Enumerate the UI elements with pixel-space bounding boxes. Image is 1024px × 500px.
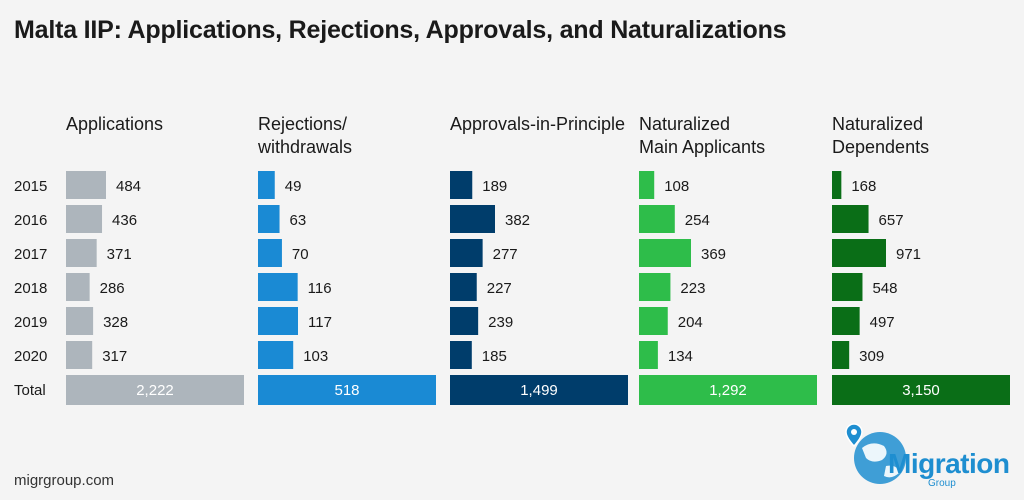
bar	[639, 273, 671, 301]
bar-value-label: 239	[488, 314, 513, 331]
series-header: Applications	[66, 114, 163, 134]
bar-value-label: 117	[308, 314, 332, 331]
bar	[258, 239, 282, 267]
logo-subtitle: Group	[928, 478, 956, 489]
bar	[450, 205, 495, 233]
bar-value-label: 309	[859, 348, 884, 365]
bar	[450, 341, 472, 369]
bar-value-label: 189	[482, 178, 507, 195]
bar	[639, 239, 691, 267]
bar	[450, 307, 479, 335]
bar-value-label: 70	[292, 246, 309, 263]
bar	[450, 273, 477, 301]
bar	[66, 205, 103, 233]
bar	[832, 171, 842, 199]
total-bar	[258, 375, 436, 405]
bar-value-label: 185	[482, 348, 507, 365]
bar	[639, 171, 655, 199]
total-value-label: 518	[334, 382, 359, 399]
series-header: Dependents	[832, 137, 929, 157]
year-label: 2015	[14, 178, 47, 195]
total-bar	[832, 375, 1010, 405]
total-row-label: Total	[14, 382, 46, 399]
bar	[66, 341, 93, 369]
series-header: Main Applicants	[639, 137, 765, 157]
total-value-label: 1,499	[520, 382, 558, 399]
bar-value-label: 103	[303, 348, 328, 365]
bar-value-label: 484	[116, 178, 141, 195]
total-bar	[66, 375, 244, 405]
total-value-label: 3,150	[902, 382, 940, 399]
bar-value-label: 436	[112, 212, 137, 229]
bar-value-label: 371	[107, 246, 132, 263]
bar-value-label: 657	[879, 212, 904, 229]
bar	[832, 341, 850, 369]
total-bar	[450, 375, 628, 405]
bar-value-label: 223	[680, 280, 705, 297]
series-header: Approvals-in-Principle	[450, 114, 625, 134]
bar	[66, 171, 106, 199]
bar-value-label: 168	[851, 178, 876, 195]
bar-value-label: 286	[100, 280, 125, 297]
chart-title: Malta IIP: Applications, Rejections, App…	[14, 16, 787, 44]
bar-value-label: 254	[685, 212, 710, 229]
year-label: 2018	[14, 280, 47, 297]
bar-value-label: 369	[701, 246, 726, 263]
bar	[450, 239, 483, 267]
bar	[258, 307, 298, 335]
bar	[66, 239, 97, 267]
bar	[258, 171, 275, 199]
bar-value-label: 227	[487, 280, 512, 297]
bar	[258, 205, 280, 233]
bar-value-label: 116	[308, 280, 332, 297]
bar	[258, 341, 294, 369]
year-label: 2019	[14, 314, 47, 331]
total-bar	[639, 375, 817, 405]
bar	[832, 307, 860, 335]
logo-name: Migration	[888, 448, 1010, 479]
bar-value-label: 134	[668, 348, 693, 365]
bar-value-label: 108	[664, 178, 689, 195]
bar-value-label: 497	[870, 314, 895, 331]
bar-value-label: 49	[285, 178, 302, 195]
bar	[66, 307, 94, 335]
bar-value-label: 204	[678, 314, 703, 331]
bar	[639, 205, 675, 233]
footer-url: migrgroup.com	[14, 472, 115, 489]
series-header: Rejections/	[258, 114, 347, 134]
bar	[450, 171, 473, 199]
year-label: 2020	[14, 348, 47, 365]
bar	[832, 205, 869, 233]
bar-value-label: 382	[505, 212, 530, 229]
year-label: 2016	[14, 212, 47, 229]
bar	[66, 273, 90, 301]
series-header: Naturalized	[639, 114, 730, 134]
series-header: Naturalized	[832, 114, 923, 134]
bar	[832, 273, 863, 301]
bar-value-label: 328	[103, 314, 128, 331]
bar	[639, 341, 658, 369]
bar	[639, 307, 668, 335]
series-header: withdrawals	[257, 137, 352, 157]
total-value-label: 2,222	[136, 382, 174, 399]
migration-group-logo: Migration Group	[832, 418, 1017, 494]
bar	[258, 273, 298, 301]
bar-value-label: 971	[896, 246, 921, 263]
bar-value-label: 317	[102, 348, 127, 365]
globe-icon	[845, 423, 906, 484]
total-value-label: 1,292	[709, 382, 747, 399]
bar-value-label: 548	[872, 280, 897, 297]
bar-value-label: 63	[290, 212, 307, 229]
year-label: 2017	[14, 246, 47, 263]
bar	[832, 239, 886, 267]
bar-value-label: 277	[493, 246, 518, 263]
